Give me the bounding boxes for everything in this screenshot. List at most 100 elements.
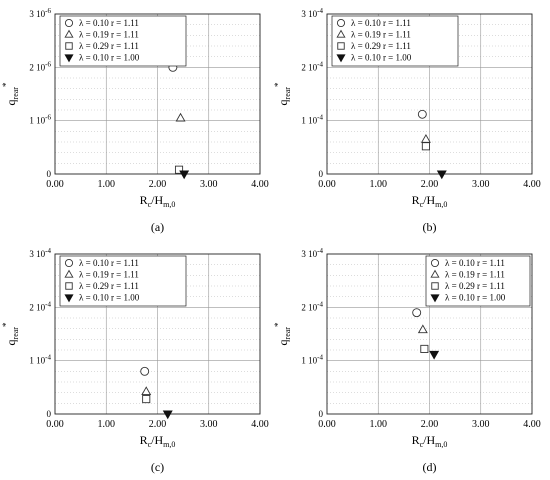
data-point-triangle-down: [162, 410, 173, 420]
legend-marker-square: [65, 282, 73, 290]
y-axis-label: qrear*: [273, 82, 292, 105]
y-tick-label: 1 10-4: [301, 114, 323, 126]
legend-entry: λ = 0.10 r = 1.00: [351, 53, 412, 63]
x-tick-label: 2.00: [149, 419, 167, 430]
x-tick-label: 3.00: [200, 419, 218, 430]
panel-label: (a): [151, 220, 164, 234]
y-tick-label: 3 10-4: [301, 247, 323, 259]
x-axis-label: Rc/Hm,0: [412, 433, 448, 449]
y-tick-label: 2 10-4: [301, 300, 323, 312]
legend-entry: λ = 0.29 r = 1.11: [79, 41, 139, 51]
legend-marker-square: [337, 42, 345, 50]
y-tick-label: 0: [319, 169, 324, 179]
legend: λ = 0.10 r = 1.11λ = 0.19 r = 1.11λ = 0.…: [59, 255, 187, 307]
data-point-square: [174, 165, 184, 174]
x-tick-label: 1.00: [370, 419, 388, 430]
data-point-triangle-down: [429, 350, 440, 360]
y-tick-label: 0: [319, 409, 324, 419]
data-point-triangle: [175, 112, 186, 122]
legend-entry: λ = 0.10 r = 1.11: [79, 18, 139, 28]
y-tick-label: 1 10-4: [29, 354, 51, 366]
x-tick-label: 0.00: [46, 419, 64, 430]
data-point-triangle: [141, 386, 152, 396]
legend-entry: λ = 0.10 r = 1.00: [445, 293, 506, 303]
x-tick-label: 1.00: [370, 179, 388, 190]
legend-entry: λ = 0.29 r = 1.11: [445, 281, 505, 291]
y-tick-label: 2 10-4: [29, 300, 51, 312]
x-axis-label: Rc/Hm,0: [140, 433, 176, 449]
y-axis-label: qrear*: [1, 82, 20, 105]
legend-marker-triangle: [336, 29, 346, 38]
y-axis-label: qrear*: [1, 322, 20, 345]
legend-marker-triangle: [430, 269, 440, 278]
x-tick-label: 3.00: [472, 419, 490, 430]
data-point-triangle-down: [179, 170, 190, 180]
x-tick-label: 3.00: [200, 179, 218, 190]
data-point-circle: [412, 308, 422, 318]
y-tick-label: 3 10-6: [29, 7, 51, 19]
plot-frame: [326, 13, 533, 175]
legend-marker-triangle: [64, 269, 74, 278]
x-tick-label: 4.00: [523, 179, 541, 190]
chart-panel-d: 0.00 1.00 2.00 3.00 4.00 0 1 10-4 2 10-4 3 10-4 R…: [273, 247, 541, 474]
legend: λ = 0.10 r = 1.11λ = 0.19 r = 1.11λ = 0.…: [425, 255, 531, 307]
data-point-triangle: [420, 134, 431, 143]
y-tick-label: 3 10-4: [29, 247, 51, 259]
plot-frame: [54, 13, 261, 175]
legend-marker-square: [65, 42, 73, 50]
legend-marker-triangle: [64, 29, 74, 38]
legend: λ = 0.10 r = 1.11λ = 0.19 r = 1.11λ = 0.…: [331, 15, 459, 67]
x-tick-label: 0.00: [46, 179, 64, 190]
legend-marker-triangle-down: [64, 54, 74, 63]
legend-marker-square: [431, 282, 439, 290]
x-tick-label: 4.00: [251, 419, 269, 430]
y-axis-label: qrear*: [273, 322, 292, 345]
chart-panel-b: 0.00 1.00 2.00 3.00 4.00 0 1 10-4 2 10-4 3 10-4 R…: [273, 7, 541, 234]
plot-frame: [326, 253, 533, 415]
panel-label: (c): [151, 460, 164, 474]
legend-marker-triangle-down: [430, 294, 440, 303]
x-tick-label: 2.00: [421, 179, 439, 190]
legend-box: [331, 15, 459, 67]
panel-label: (d): [423, 460, 437, 474]
x-tick-label: 3.00: [472, 179, 490, 190]
legend-marker-circle: [64, 18, 74, 28]
legend: λ = 0.10 r = 1.11λ = 0.19 r = 1.11λ = 0.…: [59, 15, 187, 67]
legend-marker-triangle-down: [336, 54, 346, 63]
data-point-circle: [140, 366, 150, 376]
chart-panel-c: 0.00 1.00 2.00 3.00 4.00 0 1 10-4 2 10-4 3 10-4 R…: [1, 247, 269, 474]
x-tick-label: 0.00: [318, 419, 336, 430]
legend-entry: λ = 0.10 r = 1.11: [445, 258, 505, 268]
legend-entry: λ = 0.29 r = 1.11: [351, 41, 411, 51]
legend-entry: λ = 0.29 r = 1.11: [79, 281, 139, 291]
legend-entry: λ = 0.10 r = 1.00: [79, 293, 140, 303]
legend-marker-circle: [430, 258, 440, 268]
x-tick-label: 2.00: [421, 419, 439, 430]
x-tick-label: 1.00: [98, 179, 116, 190]
legend-box: [59, 15, 187, 67]
y-tick-label: 1 10-6: [29, 114, 51, 126]
legend-entry: λ = 0.10 r = 1.00: [79, 53, 140, 63]
x-tick-label: 0.00: [318, 179, 336, 190]
legend-box: [59, 255, 187, 307]
data-point-triangle-down: [436, 170, 447, 180]
legend-entry: λ = 0.19 r = 1.11: [79, 270, 139, 280]
data-point-circle: [417, 109, 427, 119]
legend-entry: λ = 0.19 r = 1.11: [79, 30, 139, 40]
y-tick-label: 2 10-4: [301, 60, 323, 72]
x-tick-label: 1.00: [98, 419, 116, 430]
plot-frame: [54, 253, 261, 415]
legend-marker-circle: [64, 258, 74, 268]
data-point-square: [420, 344, 429, 353]
legend-entry: λ = 0.19 r = 1.11: [351, 30, 411, 40]
legend-marker-circle: [336, 18, 346, 28]
data-point-square: [142, 395, 151, 404]
x-tick-label: 4.00: [523, 419, 541, 430]
legend-marker-triangle-down: [64, 294, 74, 303]
data-point-triangle: [417, 324, 428, 334]
chart-panel-a: 0.00 1.00 2.00 3.00 4.00 0 1 10-6 2 10-6 3 10-6 R…: [1, 7, 269, 234]
x-tick-label: 4.00: [251, 179, 269, 190]
legend-entry: λ = 0.10 r = 1.11: [79, 258, 139, 268]
y-tick-label: 0: [47, 409, 52, 419]
x-axis-label: Rc/Hm,0: [412, 193, 448, 209]
